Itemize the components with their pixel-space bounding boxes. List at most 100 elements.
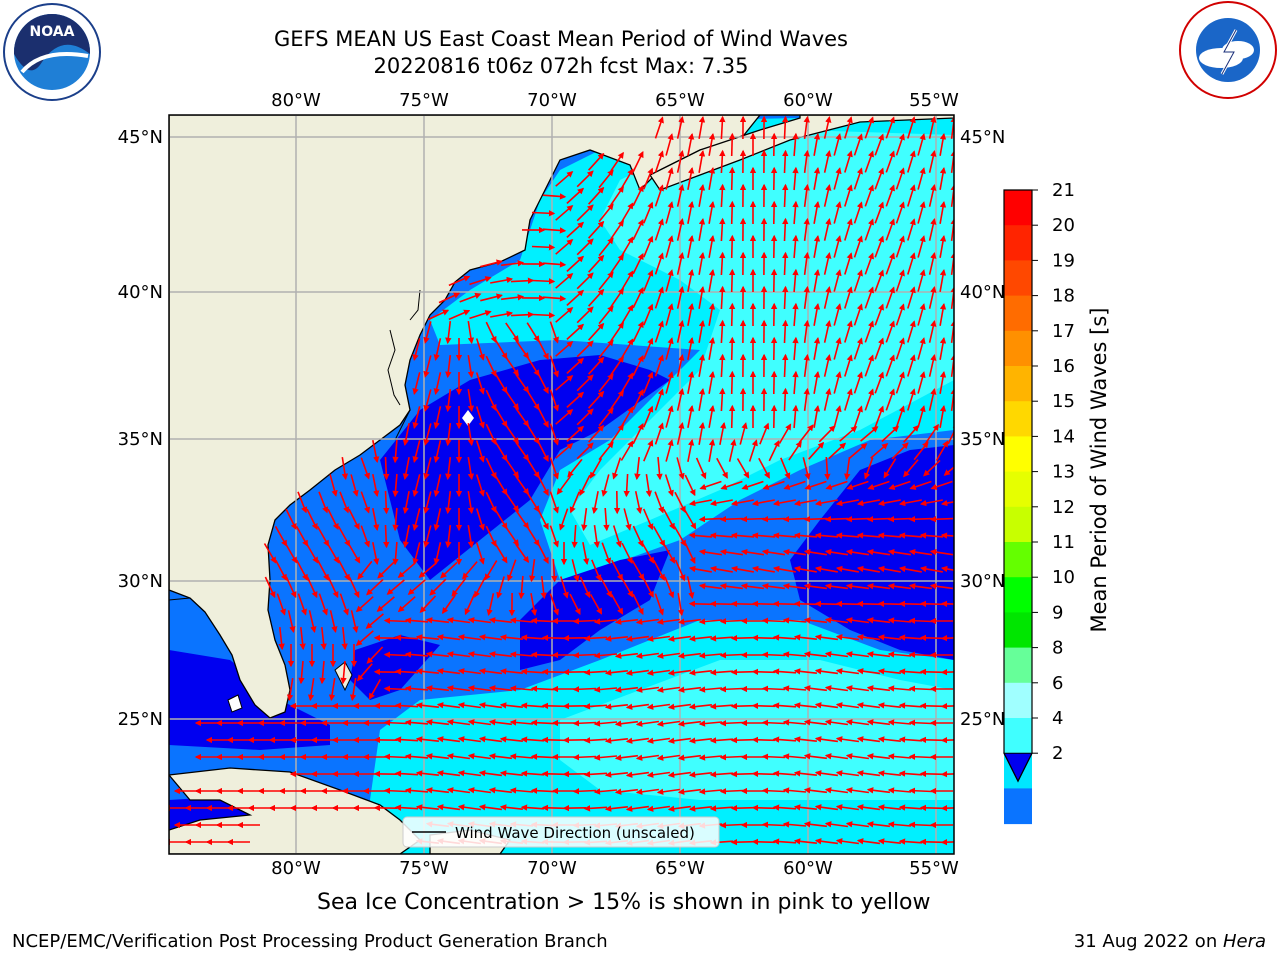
wave-direction-arrow: [297, 491, 308, 514]
wave-direction-arrow: [436, 634, 461, 641]
wave-direction-arrow: [730, 532, 755, 539]
wave-direction-arrow: [687, 370, 695, 394]
wave-direction-arrow: [541, 770, 566, 778]
wave-direction-arrow: [567, 458, 583, 478]
wave-direction-arrow: [698, 421, 706, 445]
wave-direction-arrow: [583, 737, 608, 744]
colorbar-band: [1004, 225, 1032, 261]
wave-direction-arrow: [654, 184, 664, 207]
wave-direction-arrow: [327, 576, 339, 599]
wave-direction-arrow: [457, 736, 482, 743]
wave-direction-arrow: [480, 259, 503, 268]
gulf-coast: [169, 597, 206, 613]
wave-direction-arrow: [772, 634, 797, 641]
wave-direction-arrow: [687, 132, 695, 156]
wave-direction-arrow: [719, 788, 744, 795]
colorbar-tick-label: 2: [1052, 743, 1063, 764]
wave-direction-arrow: [856, 838, 881, 845]
wave-direction-arrow: [824, 617, 849, 624]
wave-direction-arrow: [526, 356, 540, 377]
wave-direction-arrow: [919, 499, 943, 507]
wave-direction-arrow: [803, 319, 810, 344]
wave-direction-arrow: [348, 508, 360, 531]
wave-direction-arrow: [907, 286, 916, 309]
wave-direction-arrow: [494, 373, 508, 394]
wave-direction-arrow: [917, 133, 926, 156]
wave-direction-arrow: [928, 218, 937, 241]
wave-direction-arrow: [929, 548, 954, 556]
wave-direction-arrow: [404, 787, 429, 794]
wave-direction-arrow: [844, 184, 853, 207]
footer-date-text: 31 Aug 2022 on: [1073, 931, 1223, 952]
wave-direction-arrow: [782, 583, 807, 590]
lon-tick-top: 65°W: [655, 90, 705, 111]
wave-direction-arrow: [898, 634, 923, 641]
wave-direction-arrow: [782, 115, 789, 140]
wave-direction-arrow: [429, 578, 447, 596]
wave-direction-arrow: [874, 201, 885, 224]
wave-direction-arrow: [698, 548, 723, 556]
wave-direction-arrow: [728, 234, 736, 259]
wave-direction-arrow: [856, 804, 881, 811]
wave-direction-arrow: [569, 593, 581, 616]
wave-direction-arrow: [833, 133, 842, 156]
wave-direction-arrow: [446, 787, 471, 794]
wave-direction-arrow: [501, 294, 525, 301]
wave-direction-arrow: [856, 600, 881, 608]
wave-direction-arrow: [885, 184, 895, 207]
wave-direction-arrow: [654, 320, 664, 343]
wave-direction-arrow: [576, 408, 594, 426]
colorbar-band: [1004, 295, 1032, 332]
wave-direction-arrow: [782, 787, 807, 794]
wave-direction-arrow: [541, 804, 566, 812]
wave-direction-arrow: [940, 532, 954, 539]
wave-direction-arrow: [635, 686, 660, 693]
wave-direction-arrow: [276, 593, 286, 616]
wave-direction-arrow: [803, 753, 827, 760]
wave-direction-arrow: [509, 685, 534, 692]
wave-direction-arrow: [708, 132, 716, 156]
wave-direction-arrow: [919, 600, 944, 608]
wave-direction-arrow: [824, 548, 849, 556]
lake-okeechobee: [227, 694, 243, 713]
wave-direction-arrow: [928, 320, 937, 343]
wave-direction-arrow: [719, 618, 744, 625]
wave-direction-arrow: [664, 474, 674, 497]
wave-direction-arrow: [793, 736, 817, 743]
wave-direction-arrow: [357, 560, 373, 580]
wave-direction-arrow: [761, 516, 786, 523]
wave-direction-arrow: [329, 474, 338, 497]
wave-direction-arrow: [510, 311, 535, 318]
wave-direction-arrow: [614, 686, 638, 693]
wave-direction-arrow: [803, 548, 828, 556]
wave-direction-arrow: [526, 390, 540, 411]
wave-direction-arrow: [394, 668, 419, 675]
wave-direction-arrow: [676, 286, 685, 309]
wave-direction-arrow: [467, 354, 475, 379]
wave-direction-arrow: [925, 423, 939, 444]
wave-direction-arrow: [824, 651, 849, 658]
wave-direction-arrow: [688, 737, 712, 744]
wave-direction-arrow: [484, 560, 498, 581]
wave-direction-arrow: [526, 492, 540, 513]
wave-direction-arrow: [433, 542, 442, 565]
wave-direction-arrow: [903, 424, 920, 443]
wave-direction-arrow: [824, 685, 849, 692]
wave-direction-arrow: [698, 149, 706, 173]
wave-direction-arrow: [356, 663, 373, 682]
wave-direction-arrow: [341, 627, 348, 651]
wave-direction-arrow: [566, 221, 585, 238]
wave-direction-arrow: [835, 736, 860, 743]
wave-direction-arrow: [383, 617, 408, 624]
wave-direction-arrow: [383, 719, 408, 726]
wave-direction-arrow: [813, 404, 821, 428]
wave-direction-arrow: [555, 408, 574, 425]
lon-tick-top: 80°W: [271, 90, 321, 111]
wave-direction-arrow: [908, 651, 933, 658]
wave-direction-arrow: [740, 548, 765, 556]
wave-direction-arrow: [423, 355, 432, 378]
wave-direction-arrow: [665, 439, 674, 462]
wave-direction-arrow: [555, 374, 574, 391]
wave-direction-arrow: [632, 252, 644, 275]
